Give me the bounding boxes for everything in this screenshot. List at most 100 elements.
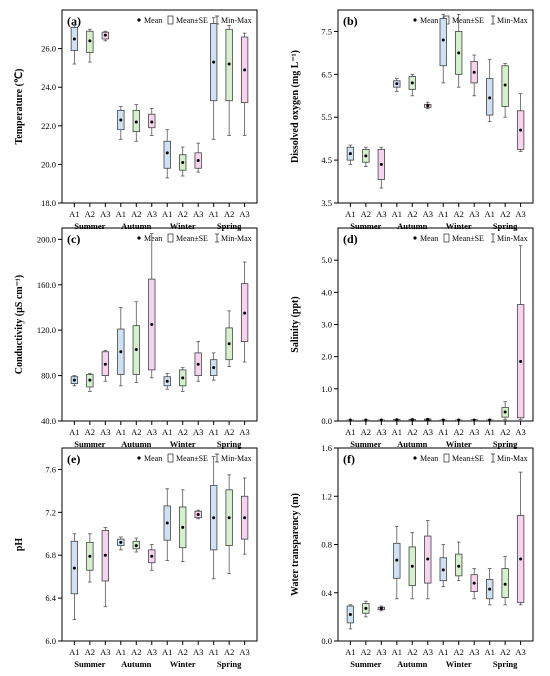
mean-point [150, 323, 154, 326]
legend-se-marker [443, 233, 450, 243]
x-group-label: Summer [74, 659, 105, 669]
legend-se-label: Mean±SE [176, 454, 208, 463]
y-tick-label: 160.0 [37, 280, 56, 290]
panel-label: (b) [343, 14, 358, 28]
x-tick-label: A1 [392, 647, 402, 657]
x-tick-label: A1 [69, 647, 79, 657]
y-tick-label: 200.0 [37, 234, 56, 244]
mean-point [519, 557, 523, 561]
panel-3: (d) Mean Mean±SE Min-Max 0.0 1.0 2.0 3.0 4.0 5.0 S… [290, 227, 534, 449]
legend-se-label: Mean±SE [452, 454, 484, 463]
x-tick-label: A3 [376, 647, 386, 657]
plot-frame [61, 447, 258, 642]
box-summer-a3 [377, 418, 385, 422]
mean-point [348, 152, 352, 156]
x-tick-label: A1 [484, 427, 494, 437]
y-axis-label: Water transparency (m) [290, 493, 301, 596]
box-summer-a2 [86, 372, 94, 392]
y-tick-label: 7.2 [45, 507, 56, 517]
legend-mean-label: Mean [144, 16, 162, 25]
x-tick-label: A3 [147, 647, 157, 657]
mean-point [426, 557, 430, 561]
x-group-label: Spring [217, 439, 242, 449]
mean-point [488, 587, 492, 591]
x-tick-label: A1 [208, 647, 218, 657]
box-autumn-a3 [148, 544, 156, 571]
mean-point [103, 553, 107, 557]
mean-point [88, 554, 92, 558]
y-axis-label: Salinity (ppt) [290, 296, 301, 352]
box-autumn-a2 [408, 532, 416, 600]
mean-point [134, 120, 138, 124]
box-spring-a1 [210, 17, 218, 140]
mean-point [165, 151, 169, 155]
y-tick-label: 5.5 [321, 112, 332, 122]
mean-point [181, 376, 185, 380]
x-tick-label: A2 [224, 209, 234, 219]
box-autumn-a1 [117, 536, 125, 551]
x-tick-label: A3 [193, 647, 203, 657]
box-winter-a2 [179, 489, 187, 563]
x-group-label: Summer [350, 439, 381, 449]
x-group-label: Summer [350, 221, 381, 231]
y-tick-label: 18.0 [41, 198, 56, 208]
legend-se-label: Mean±SE [176, 234, 208, 243]
mean-point [472, 581, 476, 585]
panel-2: (c) Mean Mean±SE Min-Max 40.0 80.0 120.0 160.0 2… [14, 227, 258, 449]
x-group-label: Winter [170, 659, 196, 669]
mean-point [243, 516, 247, 520]
x-group-label: Winter [446, 439, 472, 449]
x-tick-label: A3 [515, 209, 525, 219]
x-tick-label: A2 [85, 209, 95, 219]
x-tick-label: A3 [423, 427, 433, 437]
mean-point [196, 512, 200, 516]
x-tick-label: A1 [208, 209, 218, 219]
y-axis-label: Conductivity (μS cm⁻¹) [14, 275, 25, 375]
plot-frame [61, 227, 258, 422]
x-tick-label: A3 [469, 427, 479, 437]
box-autumn-a2 [132, 537, 140, 553]
x-group-label: Summer [74, 221, 105, 231]
mean-point [181, 160, 185, 164]
mean-point [150, 120, 154, 124]
y-tick-label: 4.0 [321, 287, 332, 297]
legend-se-label: Mean±SE [452, 16, 484, 25]
y-tick-label: 6.8 [45, 550, 56, 560]
x-tick-label: A2 [131, 647, 141, 657]
y-tick-label: 0.0 [321, 636, 332, 646]
box-spring-a3 [240, 32, 249, 136]
mean-point [410, 418, 414, 422]
mean-point [243, 311, 247, 315]
plot-frame [61, 9, 258, 204]
mean-point [441, 38, 445, 42]
box-spring-a2 [501, 63, 509, 118]
box-spring-a2 [225, 25, 233, 136]
panel-4: (e) Mean Mean±SE Min-Max 6.0 6.4 6.8 7.2 7.6 pH A1… [14, 447, 258, 669]
mean-point [488, 96, 492, 100]
x-tick-label: A2 [361, 647, 371, 657]
x-tick-label: A3 [193, 209, 203, 219]
x-tick-label: A3 [469, 647, 479, 657]
x-group-label: Winter [446, 221, 472, 231]
y-axis-label: Temperature (℃) [14, 69, 25, 145]
box-autumn-a1 [393, 78, 401, 92]
box-summer-a1 [346, 604, 355, 630]
y-tick-label: 0.4 [321, 588, 332, 598]
mean-point [488, 418, 492, 422]
legend-mean-label: Mean [420, 234, 438, 243]
y-tick-label: 3.5 [321, 198, 332, 208]
box-autumn-a3 [148, 108, 156, 136]
mean-point [472, 418, 476, 422]
box-autumn-a2 [132, 104, 140, 142]
legend-mean-label: Mean [420, 454, 438, 463]
legend-se-marker [167, 233, 174, 243]
box-summer-a2 [86, 533, 94, 583]
x-tick-label: A2 [407, 427, 417, 437]
box-summer-a1 [70, 375, 79, 387]
x-group-label: Winter [446, 659, 472, 669]
legend-mean-label: Mean [144, 234, 162, 243]
y-tick-label: 5.0 [321, 255, 332, 265]
x-group-label: Summer [350, 659, 381, 669]
x-tick-label: A1 [438, 209, 448, 219]
